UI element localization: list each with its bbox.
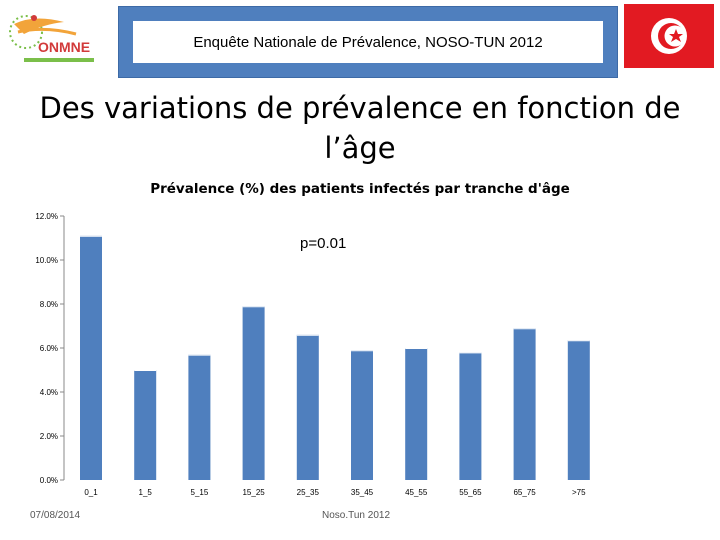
y-tick-label: 2.0% [40, 432, 58, 441]
slide-title: Des variations de prévalence en fonction… [39, 91, 681, 165]
bar-25_35 [296, 334, 319, 480]
x-tick-label: 35_45 [351, 488, 374, 497]
x-axis-labels: 0_1 1_5 5_15 15_25 25_35 35_45 45_55 55_65 65_75… [84, 488, 586, 497]
bar-35_45 [351, 350, 373, 480]
bar-65_75 [513, 328, 536, 480]
y-tick-label: 10.0% [35, 256, 58, 265]
bar-chart: 0.0% 2.0% 4.0% 6.0% 8.0% 10.0% 12.0% 0_1 1_5 5_1… [35, 212, 590, 497]
y-tick-label: 6.0% [40, 344, 58, 353]
bar-15_25 [242, 306, 265, 480]
banner-title: Enquête Nationale de Prévalence, NOSO-TU… [193, 33, 543, 51]
header-banner: Enquête Nationale de Prévalence, NOSO-TU… [118, 6, 618, 78]
bar-5_15 [188, 354, 211, 480]
footer-date: 07/08/2014 [30, 510, 81, 521]
y-tick-label: 8.0% [40, 300, 58, 309]
y-tick-label: 12.0% [35, 212, 58, 221]
y-tick-label: 4.0% [40, 388, 58, 397]
onmne-logo: ONMNE [4, 4, 116, 72]
tunisia-flag [624, 4, 714, 68]
x-tick-label: 1_5 [139, 488, 153, 497]
bar-0_1 [80, 235, 102, 480]
x-tick-label: >75 [572, 488, 586, 497]
footer-source: Noso.Tun 2012 [322, 510, 391, 521]
x-tick-label: 65_75 [513, 488, 536, 497]
x-tick-label: 5_15 [191, 488, 209, 497]
x-tick-label: 45_55 [405, 488, 428, 497]
logo-text: ONMNE [38, 39, 90, 55]
bar-1_5 [134, 370, 157, 480]
bar->75 [567, 340, 590, 480]
x-tick-label: 55_65 [459, 488, 482, 497]
y-axis: 0.0% 2.0% 4.0% 6.0% 8.0% 10.0% 12.0% [35, 212, 65, 485]
y-tick-label: 0.0% [40, 476, 58, 485]
bar-45_55 [405, 348, 428, 480]
x-tick-label: 15_25 [242, 488, 265, 497]
x-tick-label: 0_1 [84, 488, 98, 497]
x-tick-label: 25_35 [297, 488, 320, 497]
bars [80, 235, 590, 480]
p-value-annotation: p=0.01 [300, 235, 347, 252]
bar-55_65 [459, 352, 482, 480]
chart-title: Prévalence (%) des patients infectés par… [150, 181, 570, 197]
